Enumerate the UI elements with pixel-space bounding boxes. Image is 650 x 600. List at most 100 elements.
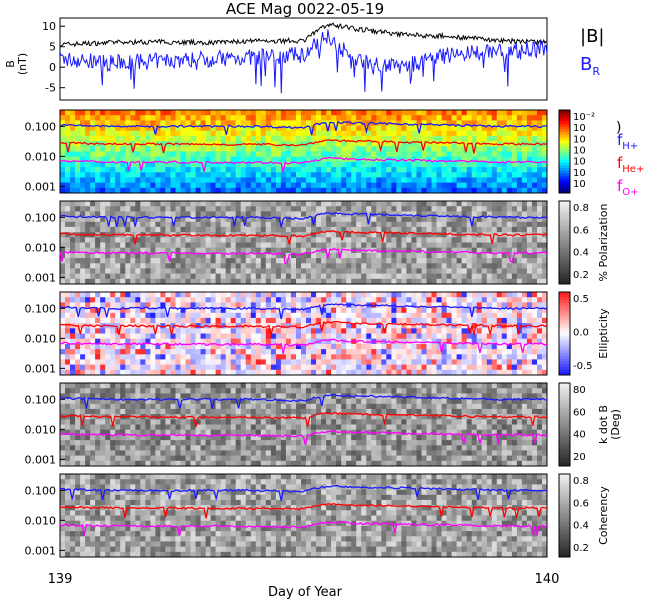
spectrogram-cell: [537, 206, 543, 212]
spectrogram-cell: [210, 237, 216, 243]
spectrogram-cell: [220, 328, 227, 334]
spectrogram-cell: [356, 292, 362, 298]
spectrogram-cell: [150, 369, 156, 376]
spectrogram-cell: [240, 307, 247, 314]
spectrogram-cell: [466, 146, 473, 152]
spectrogram-cell: [70, 110, 76, 116]
spectrogram-cell: [90, 115, 96, 121]
spectrogram-cell: [175, 211, 181, 217]
spectrogram-cell: [140, 297, 146, 303]
spectrogram-cell: [491, 369, 498, 376]
spectrogram-cell: [526, 354, 533, 360]
spectrogram-cell: [481, 349, 488, 355]
spectrogram-cell: [316, 187, 322, 194]
spectrogram-cell: [391, 135, 397, 142]
spectrogram-cell: [486, 161, 493, 168]
spectrogram-cell: [90, 403, 96, 410]
spectrogram-cell: [542, 115, 548, 121]
spectrogram-cell: [145, 172, 151, 178]
colorbar-step: [559, 347, 570, 351]
spectrogram-cell: [190, 292, 196, 298]
spectrogram-cell: [306, 343, 312, 350]
spectrogram-cell: [95, 258, 101, 264]
spectrogram-cell: [75, 211, 81, 217]
spectrogram-cell: [341, 120, 347, 126]
spectrogram-cell: [336, 201, 342, 207]
spectrogram-cell: [145, 349, 151, 355]
spectrogram-cell: [416, 120, 422, 126]
spectrogram-cell: [396, 211, 402, 217]
spectrogram-cell: [476, 130, 483, 137]
spectrogram-cell: [105, 151, 111, 158]
spectrogram-cell: [376, 221, 382, 228]
spectrogram-cell: [85, 278, 91, 285]
spectrogram-cell: [351, 130, 357, 137]
spectrogram-cell: [210, 258, 216, 264]
spectrogram-cell: [371, 182, 377, 189]
spectrogram-cell: [346, 323, 352, 329]
spectrogram-cell: [431, 273, 437, 280]
spectrogram-cell: [371, 172, 377, 178]
spectrogram-cell: [185, 302, 191, 308]
spectrogram-cell: [521, 226, 528, 233]
spectrogram-cell: [511, 221, 518, 228]
spectrogram-cell: [85, 263, 91, 269]
spectrogram-cell: [451, 307, 457, 314]
spectrogram-cell: [391, 226, 397, 233]
spectrogram-cell: [135, 161, 141, 168]
spectrogram-cell: [496, 120, 503, 126]
spectrogram-cell: [145, 141, 151, 147]
spectrogram-cell: [306, 307, 312, 314]
spectrogram-cell: [70, 151, 76, 158]
spectrogram-cell: [461, 167, 467, 173]
spectrogram-cell: [255, 115, 262, 121]
spectrogram-cell: [260, 216, 267, 223]
spectrogram-cell: [296, 187, 302, 194]
spectrogram-cell: [200, 307, 206, 314]
spectrogram-cell: [542, 349, 548, 355]
spectrogram-cell: [411, 187, 417, 194]
spectrogram-cell: [526, 297, 533, 303]
spectrogram-cell: [285, 292, 292, 298]
spectrogram-cell: [526, 110, 533, 116]
spectrogram-cell: [210, 120, 216, 126]
spectrogram-cell: [516, 110, 523, 116]
spectrogram-cell: [321, 258, 327, 264]
spectrogram-cell: [145, 125, 151, 132]
spectrogram-cell: [336, 349, 342, 355]
spectrogram-cell: [245, 268, 252, 274]
spectrogram-cell: [195, 369, 201, 376]
spectrogram-cell: [511, 161, 518, 168]
spectrogram-cell: [511, 115, 518, 121]
spectrogram-cell: [160, 268, 166, 274]
spectrogram-cell: [220, 258, 227, 264]
spectrogram-cell: [456, 167, 462, 173]
spectrogram-cell: [105, 120, 111, 126]
spectrogram-cell: [336, 343, 342, 350]
spectrogram-cell: [391, 125, 397, 132]
spectrogram-cell: [60, 187, 66, 194]
spectrogram-cell: [250, 161, 257, 168]
spectrogram-cell: [175, 268, 181, 274]
spectrogram-cell: [165, 177, 171, 183]
spectrogram-cell: [255, 338, 262, 345]
spectrogram-cell: [170, 237, 176, 243]
spectrogram-cell: [280, 226, 287, 233]
spectrogram-cell: [511, 120, 518, 126]
spectrogram-cell: [175, 307, 181, 314]
spectrogram-cell: [195, 252, 201, 259]
spectrogram-cell: [321, 172, 327, 178]
spectrogram-cell: [75, 182, 81, 189]
spectrogram-cell: [70, 338, 76, 345]
spectrogram-cell: [90, 455, 96, 462]
spectrogram-cell: [361, 161, 367, 168]
spectrogram-cell: [542, 317, 548, 324]
colorbar-step: [559, 140, 570, 144]
spectrogram-cell: [250, 297, 257, 303]
spectrogram-cell: [306, 297, 312, 303]
spectrogram-cell: [100, 156, 106, 163]
spectrogram-cell: [220, 317, 227, 324]
spectrogram-cell: [80, 226, 86, 233]
spectrogram-cell: [170, 268, 176, 274]
spectrogram-cell: [321, 297, 327, 303]
